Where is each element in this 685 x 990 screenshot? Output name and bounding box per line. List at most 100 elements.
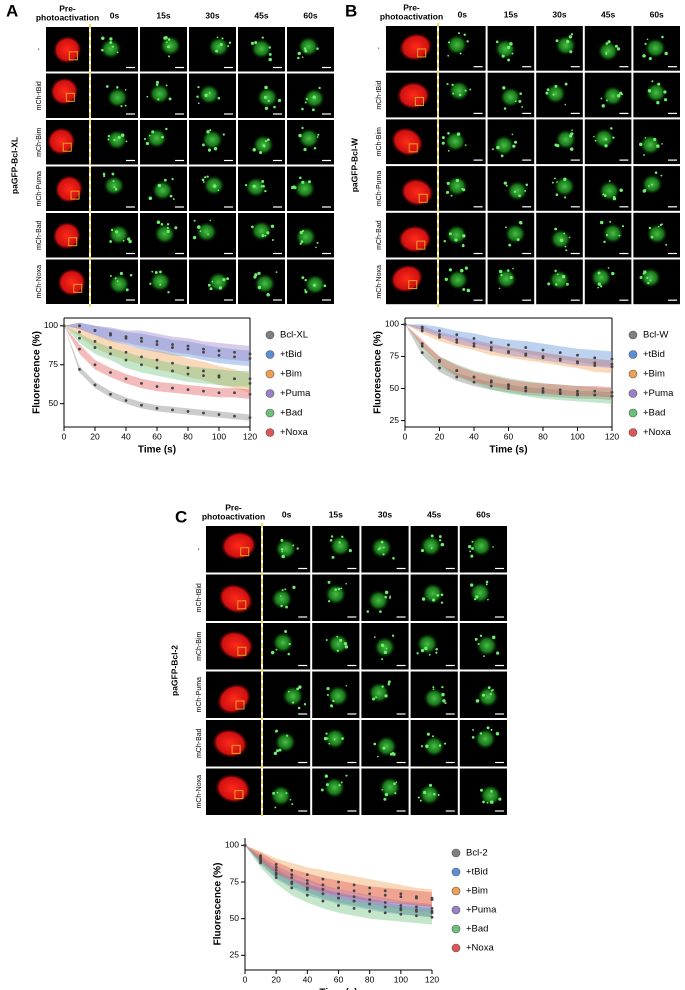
data-point (420, 342, 424, 346)
speckle (172, 198, 175, 201)
speckle (292, 585, 296, 590)
legend-label: +Bad (466, 924, 488, 935)
data-point (171, 369, 174, 373)
data-point (368, 909, 372, 913)
speckle (201, 178, 205, 182)
speckle (345, 582, 347, 585)
header-pre: Pre- (59, 3, 76, 13)
data-point (109, 352, 112, 356)
data-point (337, 904, 340, 907)
legend-label: +tBid (280, 349, 302, 360)
speckle (381, 685, 384, 688)
red-cell (54, 175, 84, 204)
speckle (441, 136, 445, 140)
time-header: 60s (303, 10, 317, 20)
green-cell (250, 220, 273, 242)
speckle (483, 655, 485, 658)
speckle (109, 240, 112, 243)
data-point (321, 899, 325, 903)
data-point (337, 886, 340, 890)
speckle (661, 35, 664, 39)
speckle (498, 269, 503, 274)
data-point (420, 344, 424, 348)
x-tick-label: 0 (243, 974, 248, 984)
speckle (340, 781, 343, 784)
speckle (288, 690, 290, 693)
data-point (217, 391, 221, 395)
speckle (303, 703, 307, 706)
x-tick-label: 120 (425, 974, 439, 984)
speckle (371, 697, 376, 701)
y-tick-label: 50 (230, 913, 240, 923)
speckle (301, 276, 305, 280)
data-point (489, 340, 493, 344)
speckle (151, 270, 154, 273)
green-cell (154, 223, 176, 245)
green-cell (590, 267, 612, 288)
speckle (316, 136, 319, 138)
data-point (217, 353, 221, 357)
x-tick-label: 0 (62, 431, 67, 441)
speckle (502, 86, 506, 90)
speckle (593, 135, 595, 138)
data-point (248, 416, 252, 420)
row-label: mCh-Noxa (36, 265, 43, 299)
speckle (500, 154, 504, 158)
y-tick-label: 25 (230, 950, 240, 960)
data-point (368, 898, 372, 901)
speckle (212, 184, 217, 188)
speckle (299, 176, 302, 180)
speckle (252, 148, 256, 152)
row-label: mCh-tBid (196, 583, 203, 612)
x-tick-label: 100 (394, 974, 408, 984)
data-point (352, 895, 356, 899)
speckle (384, 792, 389, 797)
speckle (471, 735, 475, 739)
data-point (610, 365, 614, 369)
speckle (446, 83, 449, 86)
speckle (492, 689, 494, 691)
green-cell (274, 538, 297, 560)
speckle (120, 105, 123, 108)
speckle (143, 137, 147, 141)
speckle (305, 97, 308, 101)
speckle (278, 748, 282, 752)
legend-marker (628, 408, 638, 418)
data-point (140, 403, 143, 407)
speckle (298, 685, 302, 689)
speckle (102, 172, 106, 176)
speckle (664, 51, 668, 56)
data-point (576, 392, 579, 396)
legend-marker (265, 369, 275, 379)
speckle (291, 701, 295, 704)
speckle (555, 283, 558, 286)
speckle (280, 538, 284, 542)
speckle (119, 271, 123, 276)
speckle (268, 57, 272, 62)
data-point (202, 411, 205, 415)
data-point (124, 358, 128, 362)
speckle (281, 554, 285, 559)
speckle (202, 143, 205, 147)
speckle (206, 175, 209, 178)
green-cell (476, 634, 498, 657)
speckle (603, 194, 607, 197)
speckle (263, 95, 267, 99)
green-cell (495, 268, 517, 290)
speckle (600, 285, 603, 288)
speckle (266, 292, 270, 297)
speckle (561, 274, 566, 279)
green-cell (493, 135, 515, 156)
speckle (268, 52, 272, 56)
data-point (93, 346, 97, 349)
data-point (430, 915, 434, 919)
speckle (647, 185, 650, 188)
speckle (264, 106, 269, 110)
red-cell (390, 127, 424, 157)
speckle (105, 85, 109, 88)
roi-box (418, 193, 428, 203)
data-point (171, 343, 174, 346)
data-point (455, 338, 459, 342)
data-point (321, 892, 325, 896)
